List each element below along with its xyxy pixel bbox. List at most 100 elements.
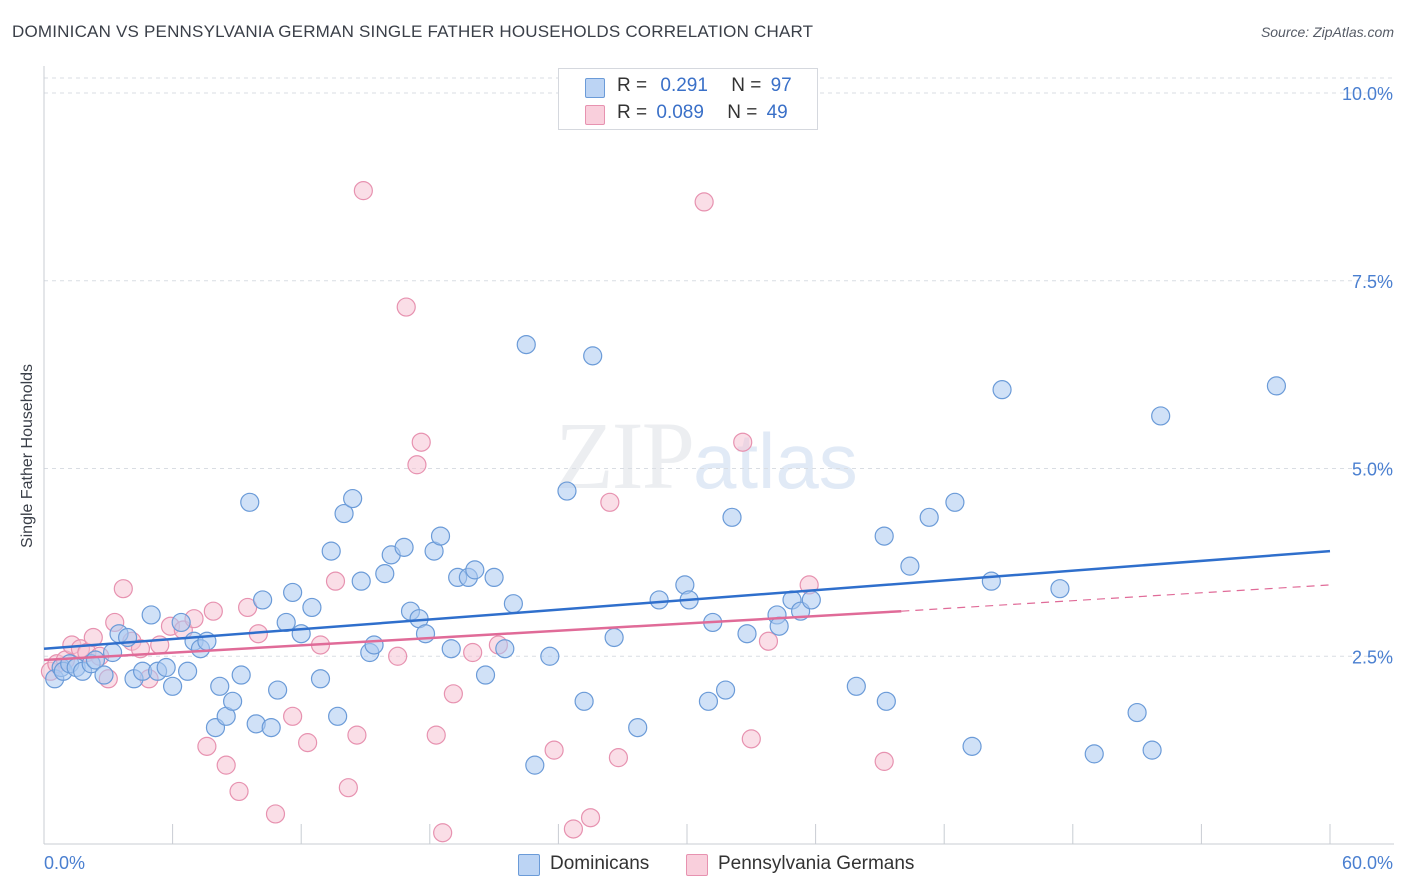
dominican-point <box>240 492 260 512</box>
dominican-point <box>102 642 123 663</box>
pennsylvania-german-point <box>283 706 303 726</box>
dominican-point <box>1142 740 1162 760</box>
legend-n-value: 97 <box>770 75 792 96</box>
legend-r-label: R = <box>617 75 648 96</box>
dominican-point <box>874 526 894 546</box>
dominican-point <box>415 624 436 644</box>
dominican-point <box>1084 744 1104 764</box>
dominican-point <box>231 665 251 685</box>
dominican-point <box>291 624 311 644</box>
dominican-point <box>1127 702 1147 723</box>
dominican-point <box>178 661 198 681</box>
dominican-trend-line <box>43 549 1331 650</box>
dominican-point <box>992 380 1012 400</box>
dominican-point <box>698 691 719 711</box>
dominican-point <box>737 624 757 644</box>
dominican-point <box>722 507 742 527</box>
dominican-point <box>223 691 243 711</box>
series-label: Pennsylvania Germans <box>718 853 915 874</box>
dominican-point <box>1151 406 1171 426</box>
pennsylvania-german-point <box>229 781 249 802</box>
dominican-point <box>557 481 577 501</box>
series-swatch-blue <box>518 854 540 876</box>
pennsylvania-german-point <box>216 755 236 775</box>
dominican-point <box>540 646 560 666</box>
dominican-point <box>945 492 965 512</box>
y-tick-label: 7.5% <box>1352 272 1393 292</box>
dominican-point <box>583 346 603 366</box>
dominican-point <box>375 564 395 584</box>
dominican-point <box>628 717 648 738</box>
dominican-point <box>465 560 485 580</box>
dominican-point <box>171 612 191 633</box>
dominican-point <box>441 639 461 659</box>
pennsylvania-german-point <box>407 455 427 475</box>
dominican-point <box>769 616 789 636</box>
y-tick-label: 10.0% <box>1342 84 1393 104</box>
dominican-point <box>846 676 866 696</box>
series-label: Dominicans <box>550 853 650 874</box>
dominican-point <box>141 605 161 625</box>
dominican-point <box>210 676 230 696</box>
dominican-point <box>156 657 176 678</box>
pennsylvania-german-point <box>733 432 753 452</box>
dominican-point <box>283 582 303 603</box>
pennsylvania-german-point <box>463 642 483 663</box>
pennsylvania-german-point <box>396 297 416 317</box>
dominican-point <box>604 627 624 648</box>
watermark-atlas: atlas <box>693 417 858 505</box>
dominican-point <box>484 567 504 588</box>
dominican-point <box>715 680 736 700</box>
dominican-point <box>321 541 341 561</box>
pennsylvania-german-point <box>353 181 373 201</box>
legend-n-value: 49 <box>766 102 788 123</box>
dominican-point <box>876 691 896 711</box>
watermark: ZIPatlas <box>555 400 858 511</box>
chart-title: DOMINICAN VS PENNSYLVANIA GERMAN SINGLE … <box>12 22 814 41</box>
series-swatch-pink <box>686 854 708 876</box>
x-tick-label: 60.0% <box>1342 853 1393 873</box>
dominican-point <box>253 590 273 610</box>
dominican-point <box>310 669 331 689</box>
dominican-point <box>94 665 114 685</box>
pennsylvania-german-point <box>338 778 358 798</box>
pennsylvania-german-point <box>544 740 564 760</box>
pennsylvania-german-point <box>694 192 714 212</box>
pennsylvania-german-point <box>203 601 223 621</box>
pennsylvania-german-point <box>197 736 217 756</box>
pennsylvania-german-point <box>325 571 346 591</box>
pennsylvania-german-trend-extension <box>901 584 1331 612</box>
dominican-point <box>900 556 920 576</box>
y-tick-label: 5.0% <box>1352 460 1393 480</box>
pennsylvania-german-point <box>874 751 894 771</box>
dominican-point <box>649 590 669 610</box>
series-legend: Dominicans Pennsylvania Germans <box>0 852 1406 878</box>
dominican-point <box>163 676 183 696</box>
dominican-point <box>351 571 371 591</box>
watermark-zip: ZIP <box>555 402 695 509</box>
pennsylvania-german-point <box>580 808 601 828</box>
pennsylvania-german-point <box>600 492 620 512</box>
pennsylvania-german-point <box>83 627 103 648</box>
dominican-point <box>475 665 496 685</box>
pennsylvania-german-point <box>758 631 779 651</box>
pennsylvania-german-point <box>443 684 463 704</box>
dominican-point <box>525 755 545 775</box>
dominican-point <box>516 334 536 355</box>
dominican-point <box>430 526 451 546</box>
dominican-point <box>919 507 939 527</box>
dominican-point <box>302 597 322 618</box>
dominican-point <box>394 537 414 557</box>
dominican-point <box>1266 376 1287 396</box>
legend-n-label: N = <box>727 102 758 123</box>
dominican-point <box>268 680 288 700</box>
pennsylvania-german-point <box>265 804 286 824</box>
dominican-point <box>328 706 348 726</box>
legend-r-value: 0.291 <box>660 75 708 96</box>
correlation-legend: R = 0.291 N = 97 R = 0.089 N = 49 <box>558 68 818 130</box>
pennsylvania-german-point <box>238 597 258 618</box>
pennsylvania-german-trend-line <box>43 609 902 662</box>
dominican-point <box>801 590 821 610</box>
dominican-point <box>574 691 594 711</box>
